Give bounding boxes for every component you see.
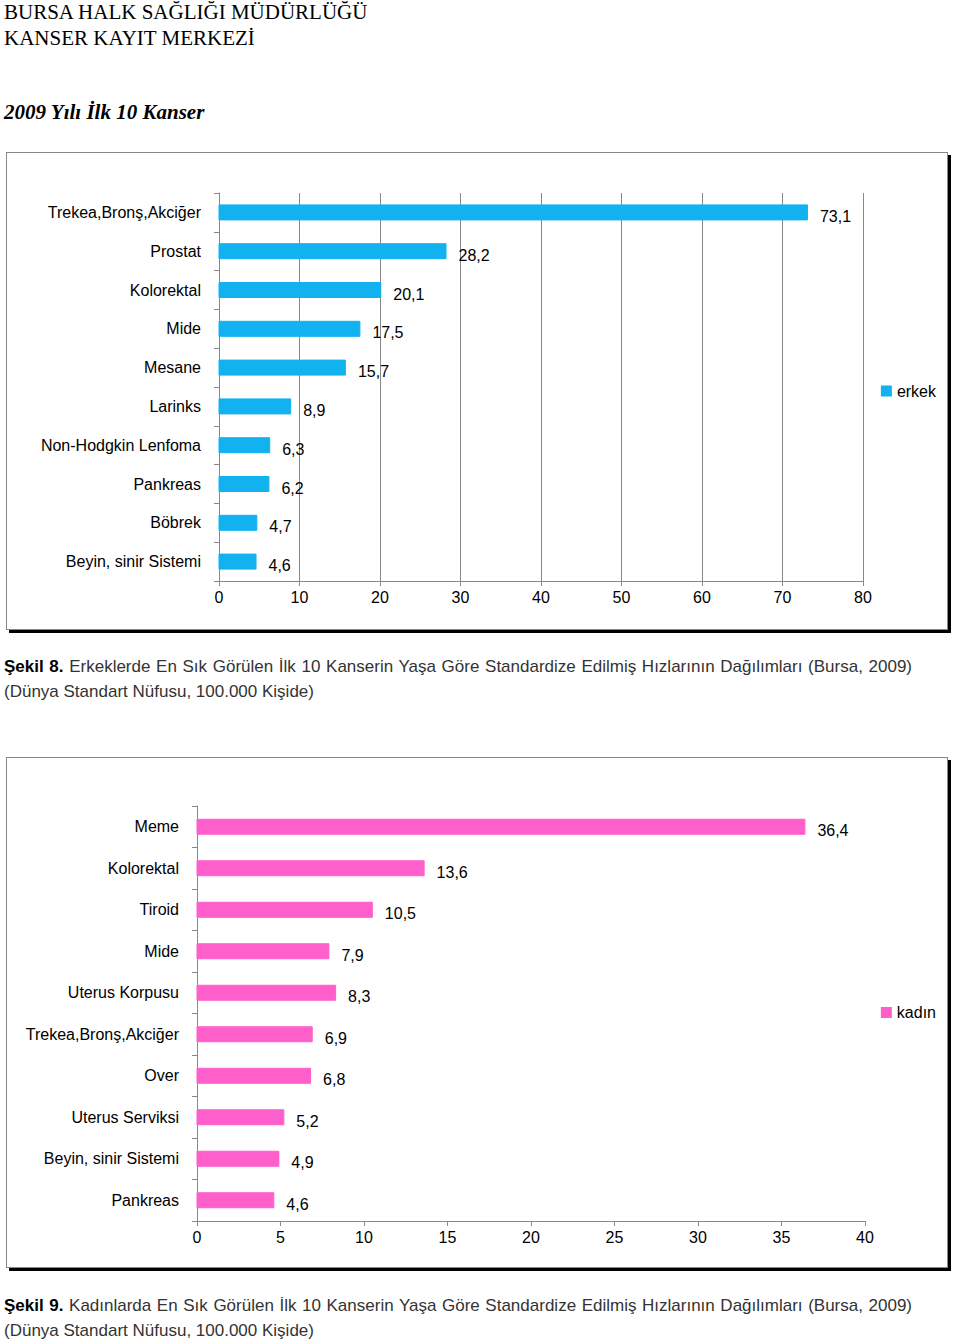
html-text:Şekil 9. Kadınlarda En Sık Gör: Şekil 9. Kadınlarda En Sık Görülen İlk 1…: [4, 1296, 912, 1340]
svg-text:Non-Hodgkin Lenfoma: Non-Hodgkin Lenfoma: [41, 437, 201, 454]
svg-text:10: 10: [291, 589, 309, 606]
svg-text:35: 35: [773, 1229, 791, 1246]
svg-text:28,2: 28,2: [459, 247, 490, 264]
svg-text:15: 15: [439, 1229, 457, 1246]
svg-text:20: 20: [371, 589, 389, 606]
svg-text:4,7: 4,7: [269, 518, 291, 535]
svg-text:6,3: 6,3: [282, 441, 304, 458]
svg-text:Kolorektal: Kolorektal: [130, 282, 201, 299]
svg-text:4,6: 4,6: [286, 1196, 308, 1213]
html-text:2009 Yılı İlk 10 Kanser: 2009 Yılı İlk 10 Kanser: [4, 100, 205, 124]
svg-text:10: 10: [355, 1229, 373, 1246]
svg-text:7,9: 7,9: [341, 947, 363, 964]
svg-text:20: 20: [522, 1229, 540, 1246]
svg-text:20,1: 20,1: [393, 286, 424, 303]
svg-text:13,6: 13,6: [437, 864, 468, 881]
svg-text:kadın: kadın: [897, 1004, 936, 1021]
svg-text:8,3: 8,3: [348, 988, 370, 1005]
svg-text:Uterus Korpusu: Uterus Korpusu: [68, 984, 179, 1001]
svg-text:17,5: 17,5: [372, 324, 403, 341]
svg-text:Trekea,Bronş,Akciğer: Trekea,Bronş,Akciğer: [26, 1026, 180, 1043]
svg-text:5: 5: [276, 1229, 285, 1246]
svg-text:73,1: 73,1: [820, 208, 851, 225]
svg-text:60: 60: [693, 589, 711, 606]
svg-text:Larinks: Larinks: [149, 398, 201, 415]
svg-text:Pankreas: Pankreas: [111, 1192, 179, 1209]
svg-text:6,9: 6,9: [325, 1030, 347, 1047]
svg-text:5,2: 5,2: [296, 1113, 318, 1130]
svg-text:40: 40: [532, 589, 550, 606]
svg-text:36,4: 36,4: [817, 822, 848, 839]
svg-text:Over: Over: [144, 1067, 179, 1084]
svg-text:30: 30: [452, 589, 470, 606]
svg-text:4,9: 4,9: [291, 1154, 313, 1171]
svg-text:25: 25: [606, 1229, 624, 1246]
svg-text:0: 0: [193, 1229, 202, 1246]
svg-text:6,8: 6,8: [323, 1071, 345, 1088]
svg-text:Mesane: Mesane: [144, 359, 201, 376]
html-text:BURSA HALK SAĞLIĞI MÜDÜRLÜĞÜ: BURSA HALK SAĞLIĞI MÜDÜRLÜĞÜ: [4, 0, 368, 24]
svg-text:Beyin, sinir Sistemi: Beyin, sinir Sistemi: [66, 553, 201, 570]
svg-text:80: 80: [854, 589, 872, 606]
svg-text:10,5: 10,5: [385, 905, 416, 922]
svg-text:4,6: 4,6: [269, 557, 291, 574]
svg-text:30: 30: [689, 1229, 707, 1246]
svg-text:Mide: Mide: [166, 320, 201, 337]
svg-text:8,9: 8,9: [303, 402, 325, 419]
svg-text:Meme: Meme: [135, 818, 180, 835]
svg-text:erkek: erkek: [897, 383, 937, 400]
svg-text:Prostat: Prostat: [150, 243, 201, 260]
svg-text:Trekea,Bronş,Akciğer: Trekea,Bronş,Akciğer: [48, 204, 202, 221]
svg-text:70: 70: [774, 589, 792, 606]
html-text:KANSER KAYIT MERKEZİ: KANSER KAYIT MERKEZİ: [4, 26, 255, 50]
svg-text:Beyin, sinir Sistemi: Beyin, sinir Sistemi: [44, 1150, 179, 1167]
svg-text:50: 50: [613, 589, 631, 606]
svg-text:0: 0: [215, 589, 224, 606]
svg-text:Pankreas: Pankreas: [133, 476, 201, 493]
html-text:Şekil 8. Erkeklerde En Sık Gör: Şekil 8. Erkeklerde En Sık Görülen İlk 1…: [4, 657, 912, 701]
svg-text:15,7: 15,7: [358, 363, 389, 380]
svg-text:Uterus Serviksi: Uterus Serviksi: [71, 1109, 179, 1126]
svg-text:Böbrek: Böbrek: [150, 514, 202, 531]
svg-text:6,2: 6,2: [281, 480, 303, 497]
svg-text:Mide: Mide: [144, 943, 179, 960]
svg-text:40: 40: [856, 1229, 874, 1246]
svg-text:Kolorektal: Kolorektal: [108, 860, 179, 877]
svg-text:Tiroid: Tiroid: [140, 901, 179, 918]
